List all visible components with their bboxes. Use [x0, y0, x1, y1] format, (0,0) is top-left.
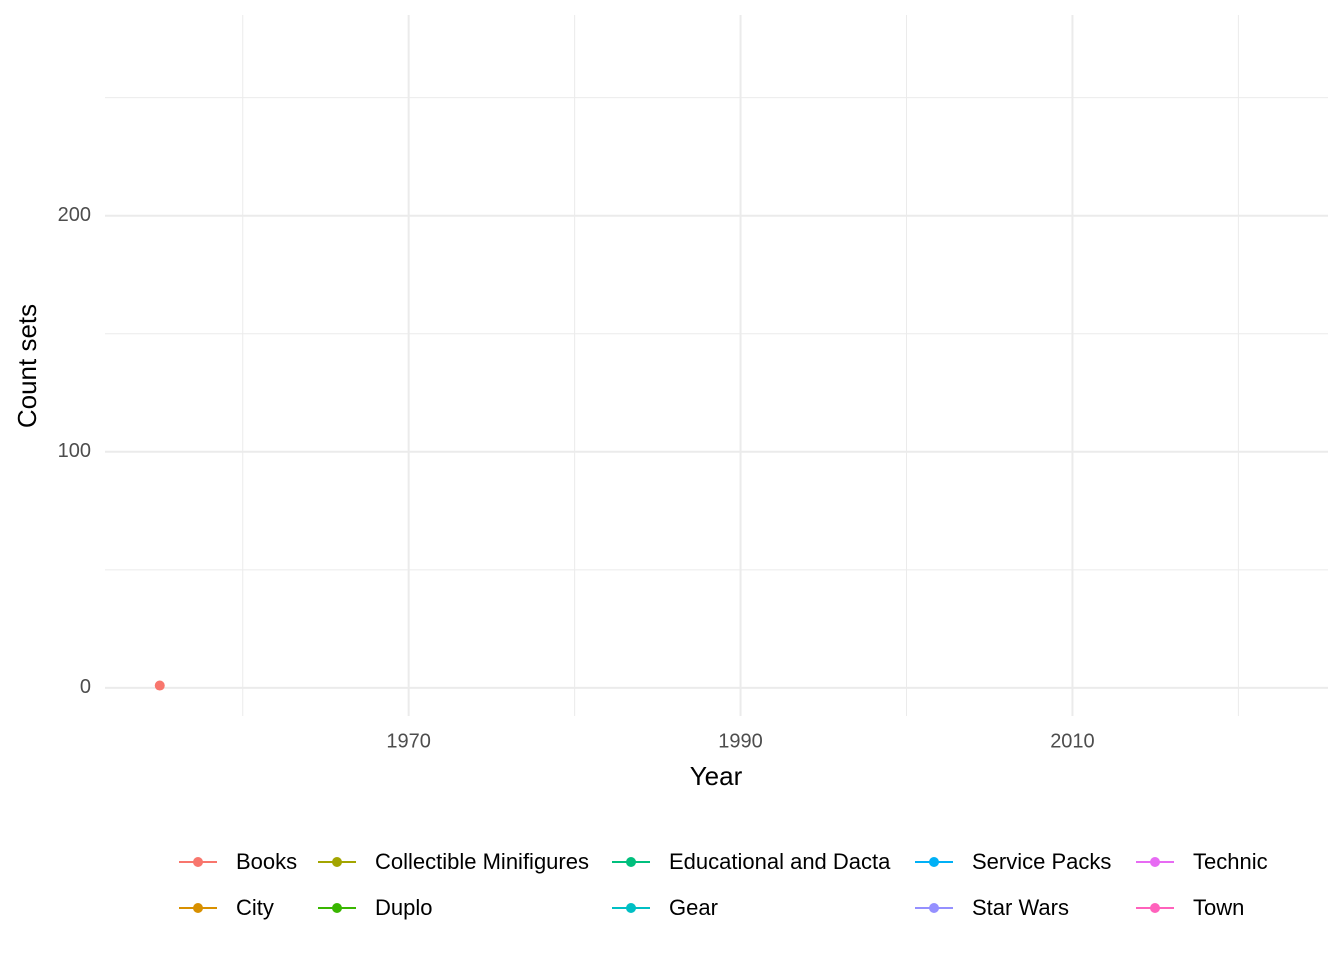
legend-label: Star Wars: [972, 895, 1069, 920]
legend-key-point: [929, 903, 939, 913]
legend-key-point: [1150, 857, 1160, 867]
legend-key-point: [332, 857, 342, 867]
legend-item: Gear: [612, 895, 718, 920]
y-axis-title: Count sets: [12, 304, 42, 428]
legend-label: Technic: [1193, 849, 1268, 874]
legend-item: Books: [179, 849, 297, 874]
legend-item: Star Wars: [915, 895, 1069, 920]
legend-label: City: [236, 895, 274, 920]
legend-key-point: [626, 903, 636, 913]
legend-key-point: [332, 903, 342, 913]
legend-item: Collectible Minifigures: [318, 849, 589, 874]
legend-label: Books: [236, 849, 297, 874]
legend-key-point: [626, 857, 636, 867]
legend-label: Educational and Dacta: [669, 849, 891, 874]
legend-label: Town: [1193, 895, 1244, 920]
legend-item: Educational and Dacta: [612, 849, 891, 874]
legend-label: Duplo: [375, 895, 432, 920]
legend-item: City: [179, 895, 274, 920]
x-tick-label: 1990: [718, 730, 763, 752]
legend-label: Collectible Minifigures: [375, 849, 589, 874]
legend-key-point: [1150, 903, 1160, 913]
legend-label: Service Packs: [972, 849, 1111, 874]
legend-item: Town: [1136, 895, 1244, 920]
legend-item: Duplo: [318, 895, 432, 920]
y-tick-label: 100: [58, 440, 91, 462]
y-tick-label: 0: [80, 676, 91, 698]
legend-label: Gear: [669, 895, 718, 920]
y-tick-label: 200: [58, 204, 91, 226]
x-tick-label: 1970: [386, 730, 431, 752]
legend-key-point: [929, 857, 939, 867]
x-tick-label: 2010: [1050, 730, 1095, 752]
legend-item: Technic: [1136, 849, 1268, 874]
data-point: [154, 680, 165, 691]
grid: [105, 15, 1328, 716]
x-axis-title: Year: [690, 761, 743, 791]
legend-item: Service Packs: [915, 849, 1111, 874]
legend-key-point: [193, 903, 203, 913]
legend-key-point: [193, 857, 203, 867]
